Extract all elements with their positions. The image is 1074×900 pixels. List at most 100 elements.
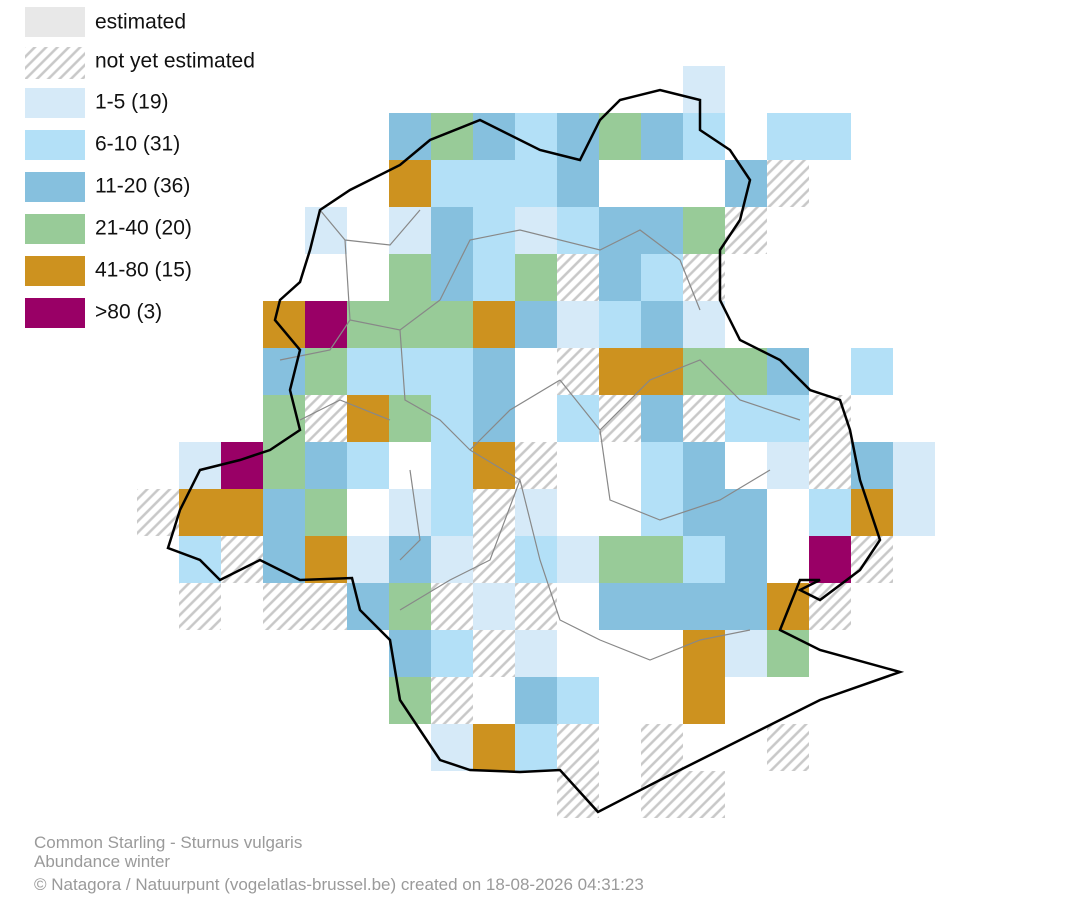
cell [515,630,557,677]
cell [641,583,683,630]
cell [473,160,515,207]
cell [809,489,851,536]
cell-not-estimated [851,536,893,583]
cell [389,348,431,395]
cell [725,395,767,442]
cell [809,113,851,160]
cell [557,160,599,207]
cell [683,583,725,630]
cell [473,301,515,348]
cell-not-estimated [809,442,851,489]
cell-not-estimated [683,254,725,301]
cell-not-estimated [431,677,473,724]
legend-swatch [25,214,85,244]
cell [599,536,641,583]
legend-label: 1-5 (19) [95,91,169,114]
cell [305,348,347,395]
cell [431,301,473,348]
region-outline [166,88,905,814]
cell [347,348,389,395]
legend-swatch [25,7,85,37]
legend-label: not yet estimated [95,50,255,73]
cell [641,489,683,536]
cell [767,442,809,489]
cell-not-estimated [263,583,305,630]
cell-not-estimated [683,395,725,442]
cell [389,207,431,254]
cell [683,113,725,160]
cell [347,301,389,348]
cell [431,160,473,207]
cell [599,348,641,395]
cell [809,536,851,583]
footer-line: © Natagora / Natuurpunt (vogelatlas-brus… [34,875,644,894]
cell-not-estimated [137,489,179,536]
cell-not-estimated [515,442,557,489]
cell [641,254,683,301]
cell [431,536,473,583]
cell [305,536,347,583]
cell-not-estimated [557,771,599,818]
cell [683,677,725,724]
legend: estimated not yet estimated 1-5 (19) 6-10… [25,7,255,328]
cell-not-estimated [599,395,641,442]
cell [683,207,725,254]
cell [557,301,599,348]
cell [767,630,809,677]
footer-line: Common Starling - Sturnus vulgaris [34,833,302,852]
cell-not-estimated [305,395,347,442]
cell [641,395,683,442]
footer-line: Abundance winter [34,852,170,871]
cell [473,207,515,254]
cell [515,677,557,724]
legend-label: estimated [95,11,186,34]
legend-swatch [25,130,85,160]
cell [767,348,809,395]
cell [473,583,515,630]
cell [347,395,389,442]
cell [641,536,683,583]
cell-not-estimated [473,536,515,583]
cell [389,583,431,630]
legend-label: 11-20 (36) [95,175,190,198]
cell [599,207,641,254]
legend-label: 21-40 (20) [95,217,192,240]
cell-not-estimated [557,724,599,771]
cell [557,677,599,724]
cell [725,583,767,630]
cell [473,395,515,442]
cell [515,254,557,301]
cell [347,583,389,630]
cell [641,442,683,489]
cell [641,301,683,348]
cell [431,254,473,301]
cell [683,348,725,395]
cell [767,113,809,160]
cell [389,395,431,442]
cell [725,630,767,677]
cell [683,489,725,536]
cell [389,254,431,301]
cell [851,348,893,395]
cell [683,66,725,113]
cell [893,489,935,536]
cell [515,724,557,771]
cell [221,489,263,536]
legend-label: 41-80 (15) [95,259,192,282]
footer: Common Starling - Sturnus vulgaris Abund… [34,833,644,894]
legend-swatch [25,88,85,118]
cell [305,442,347,489]
legend-swatch [25,256,85,286]
cell [263,301,305,348]
cell [641,348,683,395]
cell [473,254,515,301]
cell-not-estimated [305,583,347,630]
cell-not-estimated [641,724,683,771]
cell-not-estimated [515,583,557,630]
cell-not-estimated [557,348,599,395]
cell [389,301,431,348]
cell [599,113,641,160]
cell [473,348,515,395]
